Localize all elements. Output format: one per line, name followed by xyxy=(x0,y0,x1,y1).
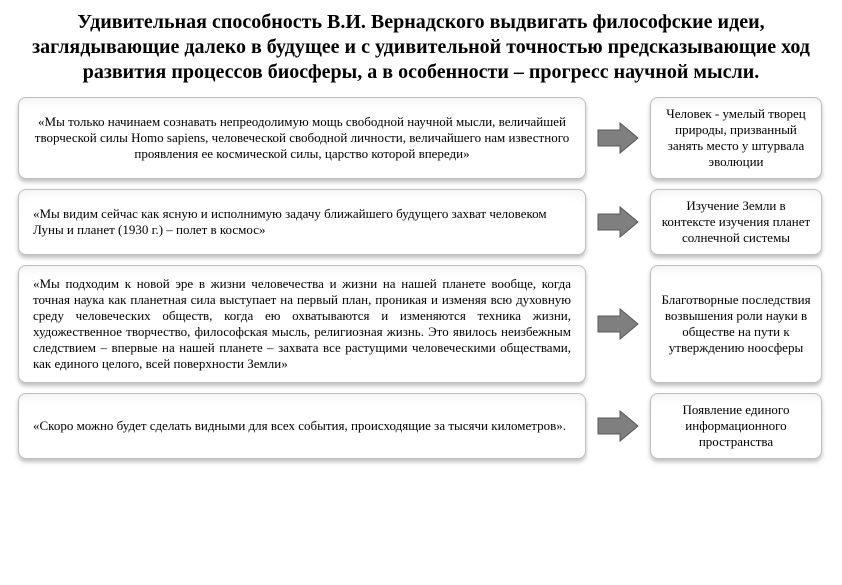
summary-text: Появление единого информационного простр… xyxy=(659,402,813,450)
summary-text: Благотворные последствия возвышения роли… xyxy=(659,292,813,356)
quote-box: «Скоро можно будет сделать видными для в… xyxy=(18,393,586,459)
summary-box: Благотворные последствия возвышения роли… xyxy=(650,265,822,383)
row-1: «Мы только начинаем сознавать непреодоли… xyxy=(18,97,824,179)
arrow-right-icon xyxy=(596,205,640,239)
quote-box: «Мы только начинаем сознавать непреодоли… xyxy=(18,97,586,179)
quote-text: «Мы видим сейчас как ясную и исполнимую … xyxy=(33,206,571,238)
summary-box: Человек - умелый творец природы, призван… xyxy=(650,97,822,179)
summary-text: Изучение Земли в контексте изучения план… xyxy=(659,198,813,246)
page: Удивительная способность В.И. Вернадског… xyxy=(0,0,842,585)
row-3: «Мы подходим к новой эре в жизни человеч… xyxy=(18,265,824,383)
arrow-wrap xyxy=(594,393,642,459)
quote-box: «Мы видим сейчас как ясную и исполнимую … xyxy=(18,189,586,255)
quote-text: «Мы только начинаем сознавать непреодоли… xyxy=(33,114,571,162)
row-2: «Мы видим сейчас как ясную и исполнимую … xyxy=(18,189,824,255)
quote-box: «Мы подходим к новой эре в жизни человеч… xyxy=(18,265,586,383)
quote-text: «Скоро можно будет сделать видными для в… xyxy=(33,418,566,434)
row-4: «Скоро можно будет сделать видными для в… xyxy=(18,393,824,459)
arrow-right-icon xyxy=(596,409,640,443)
arrow-wrap xyxy=(594,97,642,179)
summary-text: Человек - умелый творец природы, призван… xyxy=(659,106,813,170)
arrow-wrap xyxy=(594,189,642,255)
summary-box: Изучение Земли в контексте изучения план… xyxy=(650,189,822,255)
arrow-right-icon xyxy=(596,307,640,341)
quote-text: «Мы подходим к новой эре в жизни человеч… xyxy=(33,276,571,372)
summary-box: Появление единого информационного простр… xyxy=(650,393,822,459)
rows-container: «Мы только начинаем сознавать непреодоли… xyxy=(18,97,824,459)
arrow-wrap xyxy=(594,265,642,383)
page-title: Удивительная способность В.И. Вернадског… xyxy=(18,10,824,85)
arrow-right-icon xyxy=(596,121,640,155)
